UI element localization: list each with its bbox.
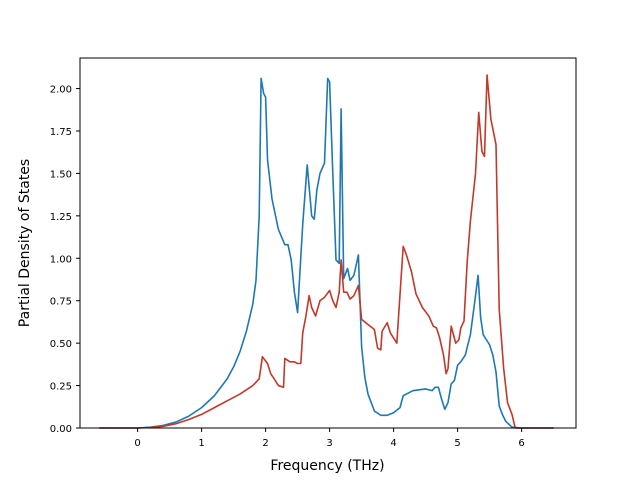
y-tick-label: 1.25 bbox=[50, 212, 72, 223]
y-axis: 0.00 0.25 0.50 0.75 1.00 1.25 1.50 1.75 2.00 bbox=[50, 85, 80, 435]
y-tick-label: 2.00 bbox=[50, 85, 72, 96]
x-axis-label: Frequency (THz) bbox=[270, 458, 384, 474]
axes-frame bbox=[79, 57, 577, 429]
x-tick-label: 1 bbox=[198, 438, 204, 449]
x-tick-label: 2 bbox=[262, 438, 268, 449]
y-tick-label: 1.75 bbox=[50, 127, 72, 138]
series-line-2 bbox=[99, 74, 554, 429]
series-layer bbox=[99, 74, 554, 429]
y-tick-label: 1.50 bbox=[50, 169, 72, 180]
y-axis-label: Partial Density of States bbox=[17, 159, 33, 327]
x-tick-label: 0 bbox=[134, 438, 140, 449]
x-axis: 0 1 2 3 4 5 6 bbox=[134, 428, 525, 449]
y-tick-label: 0.00 bbox=[50, 424, 72, 435]
x-tick-label: 5 bbox=[454, 438, 460, 449]
y-tick-label: 0.25 bbox=[50, 382, 72, 393]
y-tick-label: 1.00 bbox=[50, 254, 72, 265]
x-tick-label: 4 bbox=[390, 438, 396, 449]
x-tick-label: 6 bbox=[518, 438, 524, 449]
y-tick-label: 0.75 bbox=[50, 297, 72, 308]
x-tick-label: 3 bbox=[326, 438, 332, 449]
series-line-1 bbox=[99, 77, 554, 429]
y-tick-label: 0.50 bbox=[50, 339, 72, 350]
